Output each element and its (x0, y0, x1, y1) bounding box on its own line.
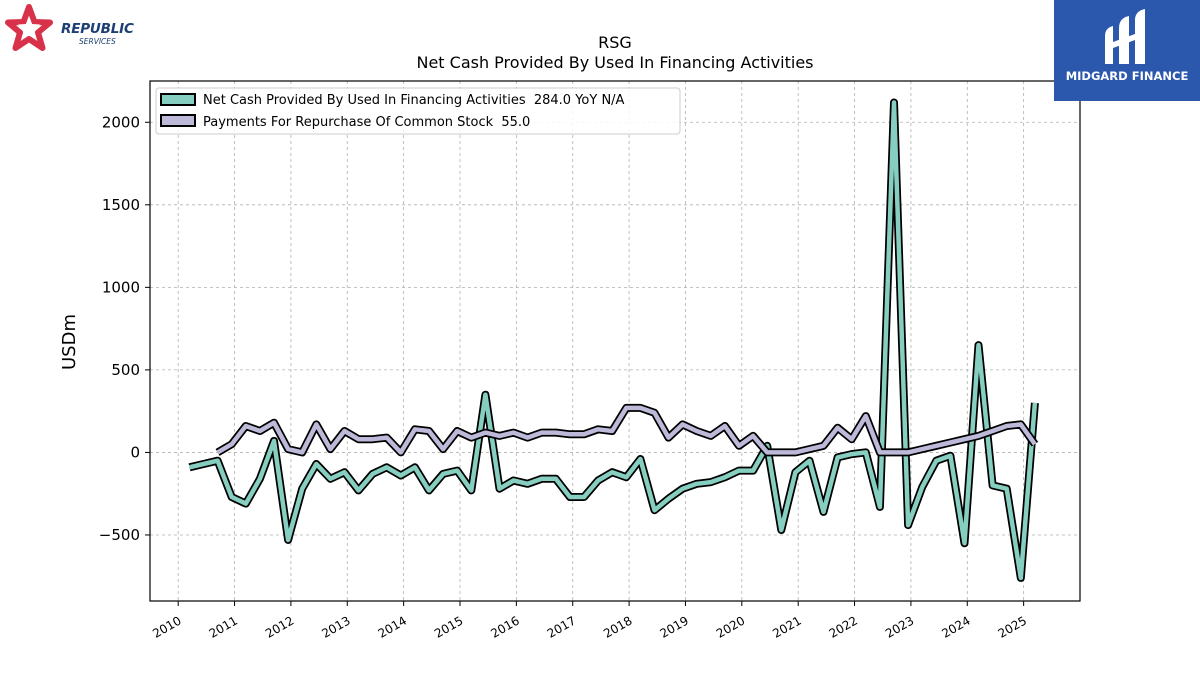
x-tick-label: 2013 (319, 613, 352, 640)
legend-swatch-repurchase (160, 114, 196, 127)
y-axis-label: USDm (59, 314, 80, 370)
midgard-finance-logo: MIDGARD FINANCE (1054, 0, 1200, 101)
y-tick-label: 500 (111, 361, 140, 379)
legend-box (155, 87, 681, 135)
x-tick-label: 2016 (488, 613, 521, 640)
x-tick-label: 2010 (150, 613, 183, 640)
x-tick-label: 2014 (376, 613, 409, 640)
y-tick-label: 2000 (102, 113, 140, 131)
x-tick-label: 2024 (939, 613, 972, 640)
x-tick-label: 2021 (770, 613, 803, 640)
republic-star-icon (5, 4, 53, 51)
midgard-emblem-icon (1105, 9, 1145, 64)
republic-logo-text: REPUBLIC (61, 21, 134, 37)
y-tick-label: 1000 (102, 278, 140, 296)
legend: Net Cash Provided By Used In Financing A… (155, 87, 681, 135)
chart-subtitle: Net Cash Provided By Used In Financing A… (416, 53, 813, 72)
series-lines (188, 98, 1039, 582)
x-tick-label: 2019 (658, 613, 691, 640)
x-tick-label: 2023 (883, 613, 916, 640)
x-tick-label: 2012 (263, 613, 296, 640)
legend-label-repurchase: Payments For Repurchase Of Common Stock … (203, 115, 530, 130)
x-tick-label: 2022 (827, 613, 860, 640)
series-1-outline (215, 403, 1039, 457)
x-tick-label: 2011 (207, 613, 240, 640)
legend-label-net-cash: Net Cash Provided By Used In Financing A… (203, 93, 625, 108)
chart-title: RSG (598, 33, 632, 52)
series-1-line (216, 405, 1037, 455)
x-tick-label: 2015 (432, 613, 465, 640)
x-tick-label: 2018 (601, 613, 634, 640)
republic-services-logo: REPUBLIC SERVICES (4, 4, 154, 56)
x-tick-label: 2025 (996, 613, 1029, 640)
x-tick-label: 2017 (545, 613, 578, 640)
legend-swatch-net-cash (160, 93, 196, 106)
series-0-line (188, 100, 1038, 581)
y-tick-label: 1500 (102, 196, 140, 214)
plot-frame (149, 80, 1081, 602)
x-tick-label: 2020 (714, 613, 747, 640)
y-tick-label: −500 (99, 526, 140, 544)
midgard-logo-text: MIDGARD FINANCE (1065, 69, 1189, 83)
republic-logo-subtext: SERVICES (79, 37, 116, 46)
y-tick-label: 0 (130, 443, 140, 461)
